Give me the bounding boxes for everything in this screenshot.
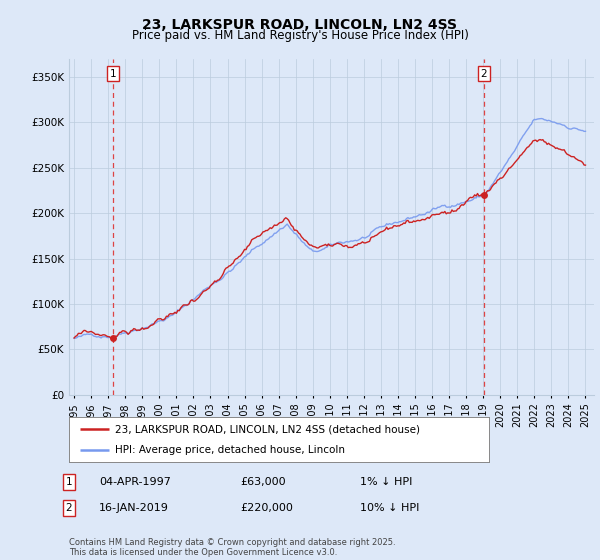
Text: 16-JAN-2019: 16-JAN-2019 (99, 503, 169, 513)
Text: 2: 2 (65, 503, 73, 513)
Text: 10% ↓ HPI: 10% ↓ HPI (360, 503, 419, 513)
Text: 1: 1 (109, 69, 116, 79)
Text: 23, LARKSPUR ROAD, LINCOLN, LN2 4SS: 23, LARKSPUR ROAD, LINCOLN, LN2 4SS (143, 18, 458, 32)
Text: 1% ↓ HPI: 1% ↓ HPI (360, 477, 412, 487)
Text: £63,000: £63,000 (240, 477, 286, 487)
Text: 2: 2 (481, 69, 487, 79)
Text: 23, LARKSPUR ROAD, LINCOLN, LN2 4SS (detached house): 23, LARKSPUR ROAD, LINCOLN, LN2 4SS (det… (115, 424, 420, 435)
Text: Price paid vs. HM Land Registry's House Price Index (HPI): Price paid vs. HM Land Registry's House … (131, 29, 469, 42)
Text: Contains HM Land Registry data © Crown copyright and database right 2025.
This d: Contains HM Land Registry data © Crown c… (69, 538, 395, 557)
Text: £220,000: £220,000 (240, 503, 293, 513)
Text: 04-APR-1997: 04-APR-1997 (99, 477, 171, 487)
Text: 1: 1 (65, 477, 73, 487)
Text: HPI: Average price, detached house, Lincoln: HPI: Average price, detached house, Linc… (115, 445, 345, 455)
